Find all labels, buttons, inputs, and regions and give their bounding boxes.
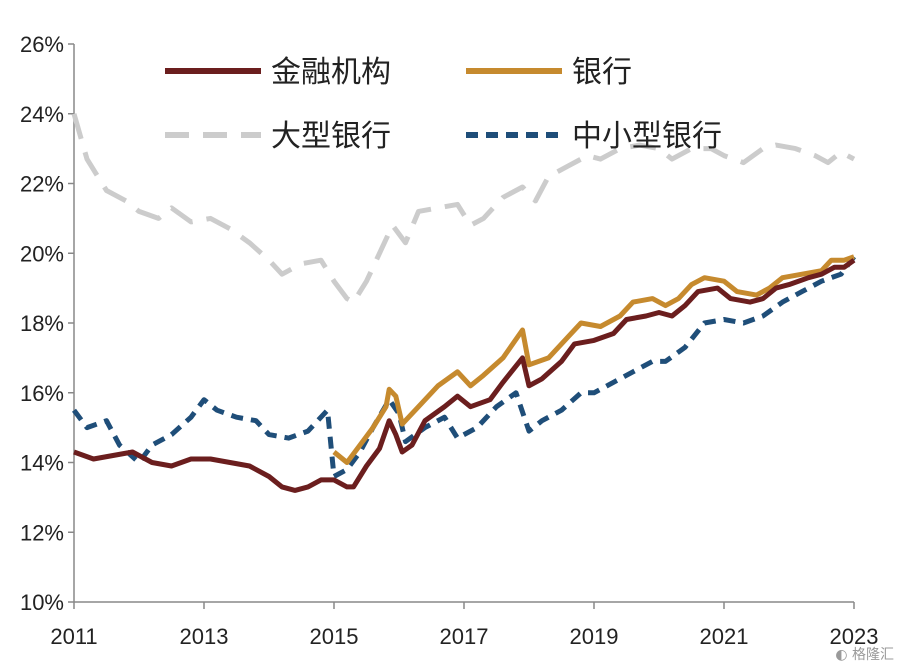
y-tick-label: 18%: [20, 311, 64, 336]
legend-label-3: 中小型银行: [572, 119, 722, 154]
series-line-2: [71, 113, 856, 305]
x-tick-label: 2021: [700, 624, 749, 649]
y-tick-label: 10%: [20, 590, 64, 615]
watermark-text: 格隆汇: [852, 647, 894, 663]
axes: 10% 12% 14% 16% 18% 20% 22% 24% 26% 2011 2013 2015 2…: [20, 32, 879, 649]
watermark: ◐ 格隆汇: [835, 644, 894, 664]
x-tick-label: 2017: [440, 624, 489, 649]
series-line-0: [73, 258, 856, 493]
y-tick-label: 12%: [20, 520, 64, 545]
series-line-3: [71, 255, 857, 479]
y-tick-label: 16%: [20, 381, 64, 406]
y-tick-label: 22%: [20, 172, 64, 197]
legend-label-0: 金融机构: [271, 55, 391, 90]
y-tick-label: 14%: [20, 451, 64, 476]
series-lines: [71, 113, 857, 493]
x-tick-label: 2023: [830, 624, 879, 649]
y-tick-label: 26%: [20, 32, 64, 57]
legend-label-2: 大型银行: [271, 119, 391, 154]
x-tick-label: 2011: [50, 624, 97, 649]
legend-label-1: 银行: [572, 55, 632, 90]
x-tick-label: 2019: [570, 624, 619, 649]
y-tick-label: 20%: [20, 241, 64, 266]
y-tick-label: 24%: [20, 102, 64, 127]
series-line-1: [332, 254, 855, 465]
logo-icon: ◐: [835, 647, 848, 663]
x-tick-label: 2015: [310, 624, 359, 649]
x-tick-label: 2013: [180, 624, 229, 649]
